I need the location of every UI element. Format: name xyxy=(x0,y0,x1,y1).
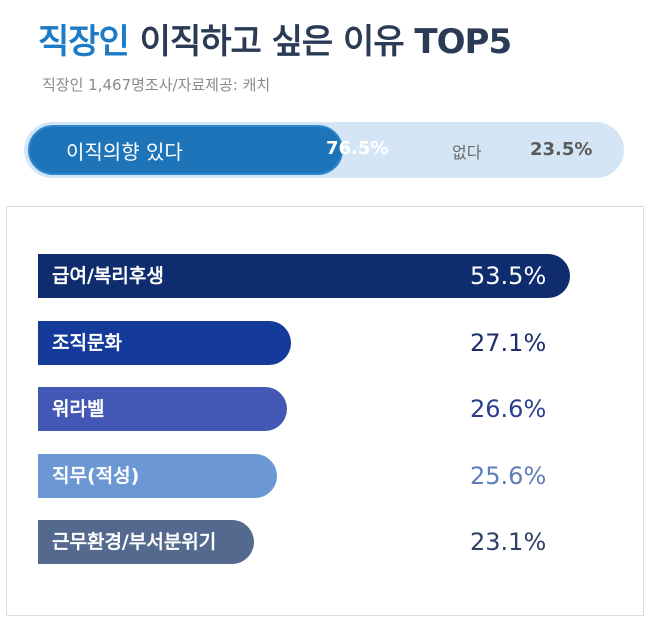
intent-yes-fill xyxy=(28,125,343,175)
intent-yes-value: 76.5% xyxy=(326,138,389,159)
bar-label-5: 근무환경/부서분위기 xyxy=(52,531,217,553)
bar-label-2: 조직문화 xyxy=(52,332,122,354)
bar-5 xyxy=(38,520,254,564)
bar-label-4: 직무(적성) xyxy=(52,465,140,487)
intent-no-label: 없다 xyxy=(452,143,482,162)
bar-value-1: 53.5% xyxy=(470,262,547,290)
intent-no-value: 23.5% xyxy=(530,139,593,160)
bar-label-1: 급여/복리후생 xyxy=(52,265,164,287)
bar-1 xyxy=(38,254,570,298)
bar-value-3: 26.6% xyxy=(470,395,547,423)
intent-yes-label: 이직의향 있다 xyxy=(66,140,183,164)
bar-label-3: 워라벨 xyxy=(52,398,105,420)
title-rest: 이직하고 싶은 이유 TOP5 xyxy=(128,22,512,62)
bar-value-5: 23.1% xyxy=(470,528,547,556)
chart-subtitle: 직장인 1,467명조사/자료제공: 캐치 xyxy=(42,76,271,94)
bar-2 xyxy=(38,321,291,365)
bar-value-4: 25.6% xyxy=(470,462,547,490)
title-accent: 직장인 xyxy=(38,22,130,62)
bar-3 xyxy=(38,387,287,431)
bar-4 xyxy=(38,454,277,498)
chart-title: 직장인 이직하고 싶은 이유 TOP5 xyxy=(38,14,512,63)
bar-value-2: 27.1% xyxy=(470,329,547,357)
